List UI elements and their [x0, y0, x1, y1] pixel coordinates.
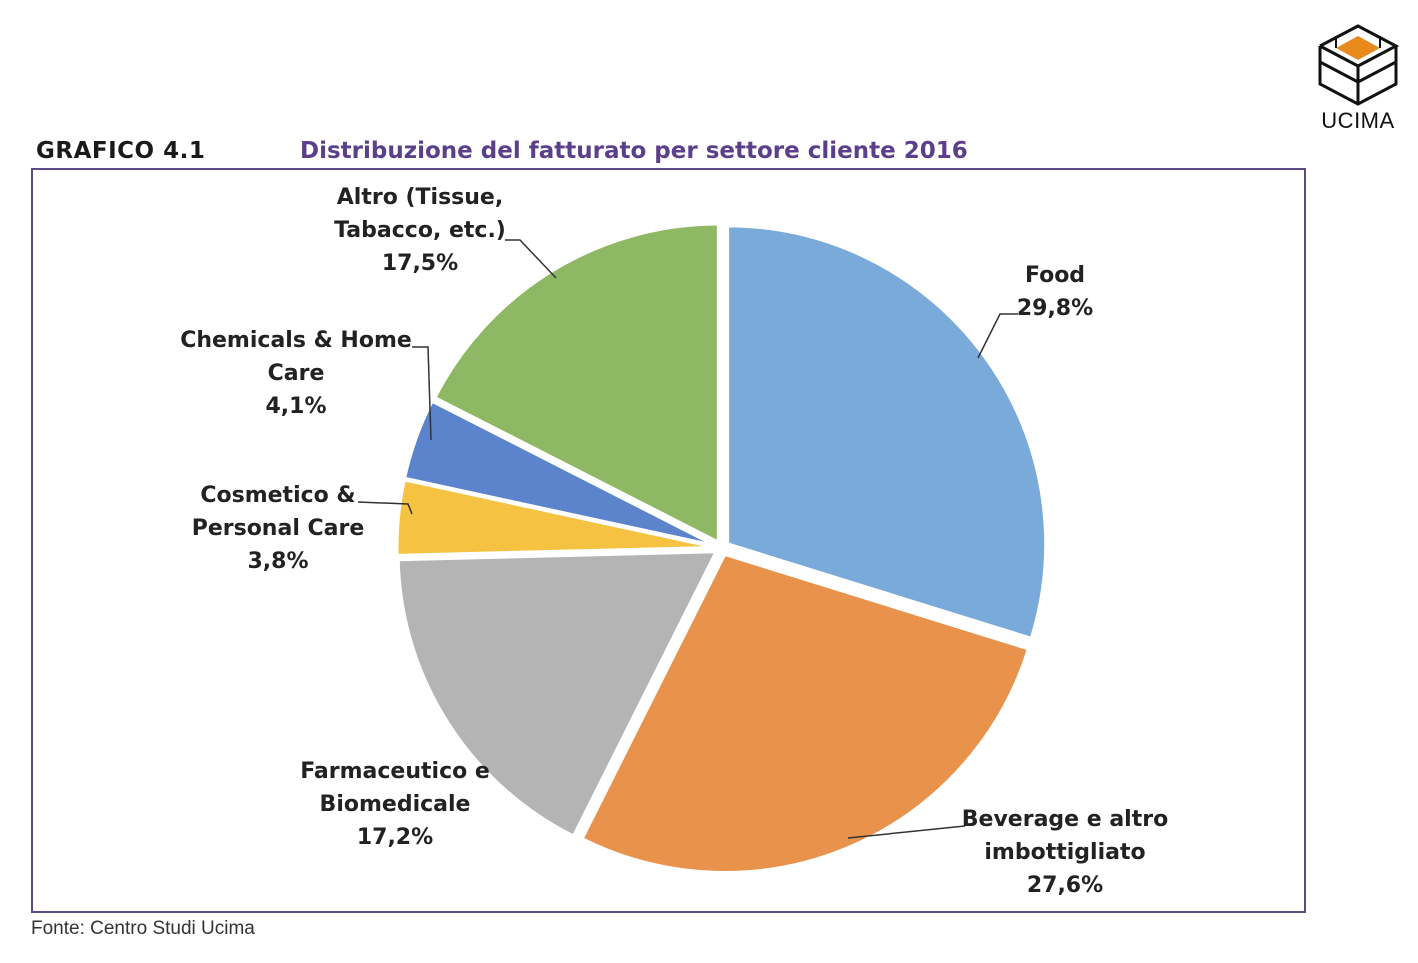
pie-slice — [580, 552, 1031, 874]
pie-slice — [396, 550, 719, 839]
slice-name: Care — [268, 361, 325, 386]
leader-line — [505, 239, 557, 279]
slice-name: Farmaceutico e — [300, 759, 490, 784]
slice-name: Food — [1025, 263, 1085, 288]
logo-text: UCIMA — [1321, 108, 1395, 133]
slice-name: imbottigliato — [984, 840, 1145, 865]
pie-slices — [395, 222, 1048, 874]
leader-line — [977, 313, 1018, 359]
pie-slice — [402, 399, 717, 548]
slice-value: 17,2% — [357, 825, 433, 850]
slice-value: 3,8% — [247, 549, 308, 574]
leader-line — [357, 501, 413, 515]
slice-label: Altro (Tissue, Tabacco, etc.) 17,5% — [334, 185, 506, 276]
slice-label: Cosmetico & Personal Care 3,8% — [192, 483, 365, 574]
leader-line — [847, 825, 966, 839]
box-icon — [1318, 24, 1400, 106]
ucima-logo: UCIMA — [1310, 22, 1406, 134]
slice-name: Cosmetico & — [200, 483, 355, 508]
slice-value: 27,6% — [1027, 873, 1103, 898]
slice-name: Altro (Tissue, — [337, 185, 503, 210]
slice-value: 29,8% — [1017, 296, 1093, 321]
pie-slice — [726, 224, 1048, 641]
chart-title: Distribuzione del fatturato per settore … — [300, 138, 968, 164]
pie-slice — [432, 222, 720, 545]
slice-name: Biomedicale — [320, 792, 471, 817]
pie-slice — [395, 478, 716, 557]
slice-name: Beverage e altro — [962, 807, 1168, 832]
slice-value: 17,5% — [382, 251, 458, 276]
slice-name: Tabacco, etc.) — [334, 218, 506, 243]
leader-lines — [357, 239, 1018, 839]
chart-frame — [31, 168, 1306, 913]
source-note: Fonte: Centro Studi Ucima — [31, 918, 255, 939]
slice-label: Beverage e altro imbottigliato 27,6% — [962, 807, 1168, 898]
figure-label: GRAFICO 4.1 — [36, 138, 206, 164]
slice-name: Chemicals & Home — [180, 328, 412, 353]
slice-label: Food 29,8% — [1017, 263, 1093, 321]
slice-label: Chemicals & Home Care 4,1% — [180, 328, 412, 419]
slice-value: 4,1% — [265, 394, 326, 419]
slice-name: Personal Care — [192, 516, 365, 541]
slice-labels: Food 29,8% Beverage e altro imbottigliato 27… — [180, 185, 1168, 898]
slice-label: Farmaceutico e Biomedicale 17,2% — [300, 759, 490, 850]
leader-line — [412, 346, 432, 441]
